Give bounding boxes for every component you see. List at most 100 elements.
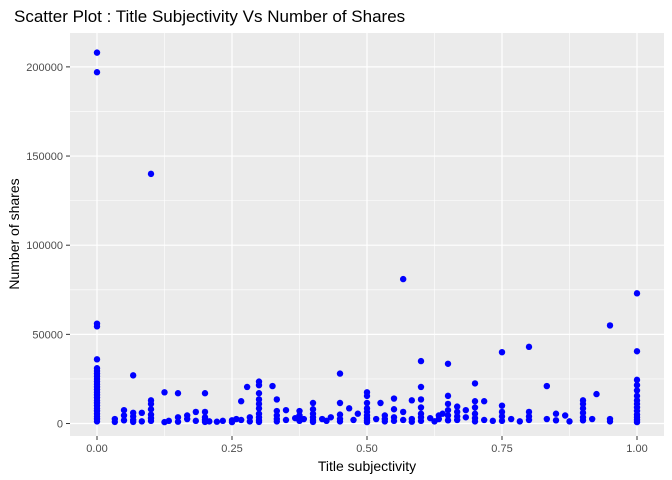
- data-point: [372, 415, 380, 423]
- data-point: [525, 416, 533, 424]
- data-point: [273, 396, 281, 403]
- data-point: [300, 415, 308, 423]
- data-point: [363, 418, 371, 426]
- data-point: [408, 397, 416, 404]
- data-point: [296, 412, 303, 419]
- data-point: [633, 392, 641, 400]
- data-point: [138, 418, 146, 425]
- y-axis: 0 50000 100000 150000 200000: [26, 62, 70, 431]
- data-point: [129, 372, 137, 379]
- data-point: [633, 348, 641, 355]
- data-point: [444, 392, 452, 400]
- data-point: [147, 406, 155, 413]
- data-point: [282, 416, 290, 424]
- x-axis-title: Title subjectivity: [318, 458, 416, 474]
- data-point: [255, 418, 263, 426]
- data-point: [174, 390, 182, 397]
- data-point: [345, 405, 353, 412]
- data-point: [471, 418, 479, 425]
- data-point: [273, 407, 281, 415]
- data-point: [336, 370, 344, 377]
- data-point: [543, 415, 551, 423]
- data-point: [516, 418, 524, 425]
- data-point: [498, 402, 506, 409]
- data-point: [525, 408, 533, 416]
- data-point: [93, 49, 101, 56]
- data-point: [444, 360, 452, 367]
- data-point: [462, 406, 470, 414]
- data-point: [507, 415, 515, 423]
- data-points: [93, 49, 641, 426]
- data-point: [161, 389, 168, 396]
- y-tick-label: 0: [57, 419, 63, 431]
- data-point: [174, 414, 182, 421]
- data-point: [111, 415, 119, 423]
- data-point: [444, 400, 452, 408]
- data-point: [237, 398, 245, 405]
- data-point: [390, 395, 398, 402]
- data-point: [471, 380, 479, 387]
- data-point: [93, 69, 101, 76]
- data-point: [201, 408, 209, 416]
- data-point: [354, 410, 362, 417]
- data-point: [498, 413, 506, 420]
- data-point: [161, 418, 168, 426]
- data-point: [444, 406, 452, 414]
- data-point: [588, 415, 596, 423]
- data-point: [417, 417, 425, 425]
- data-point: [309, 399, 317, 407]
- data-point: [213, 418, 221, 425]
- data-point: [255, 405, 263, 412]
- data-point: [336, 399, 344, 407]
- data-point: [327, 414, 335, 421]
- data-point: [444, 412, 452, 419]
- data-point: [606, 415, 614, 423]
- data-point: [350, 416, 357, 424]
- x-tick-label: 0.50: [356, 443, 377, 455]
- data-point: [336, 418, 344, 425]
- data-point: [566, 418, 573, 425]
- data-point: [498, 417, 506, 425]
- data-point: [309, 406, 317, 413]
- data-point: [183, 412, 191, 419]
- data-point: [93, 418, 101, 425]
- data-point: [579, 417, 587, 424]
- y-axis-title: Number of shares: [6, 178, 22, 289]
- data-point: [296, 407, 303, 415]
- data-point: [233, 415, 240, 423]
- data-point: [336, 411, 344, 418]
- y-tick-label: 50000: [32, 329, 63, 341]
- data-point: [206, 418, 213, 425]
- data-point: [129, 418, 137, 426]
- data-point: [309, 418, 317, 426]
- data-point: [255, 400, 263, 408]
- data-point: [453, 403, 461, 410]
- data-point: [282, 406, 290, 414]
- data-point: [219, 417, 227, 425]
- y-tick-label: 150000: [26, 151, 63, 163]
- y-tick-label: 100000: [26, 240, 63, 252]
- data-point: [633, 387, 641, 394]
- data-point: [579, 405, 587, 412]
- data-point: [633, 290, 641, 297]
- data-point: [147, 170, 155, 178]
- data-point: [552, 417, 560, 424]
- x-axis: 0.00 0.25 0.50 0.75 1.00: [86, 436, 648, 455]
- data-point: [525, 343, 533, 351]
- data-point: [579, 409, 587, 417]
- data-point: [633, 381, 641, 389]
- data-point: [174, 418, 182, 425]
- x-tick-label: 1.00: [626, 443, 647, 455]
- data-point: [444, 417, 452, 424]
- data-point: [273, 418, 281, 425]
- data-point: [633, 418, 641, 426]
- data-point: [417, 357, 425, 365]
- x-tick-label: 0.00: [86, 443, 107, 455]
- data-point: [147, 417, 155, 425]
- data-point: [480, 398, 488, 405]
- data-point: [147, 400, 155, 408]
- data-point: [606, 322, 614, 329]
- data-point: [399, 408, 407, 416]
- data-point: [138, 409, 146, 417]
